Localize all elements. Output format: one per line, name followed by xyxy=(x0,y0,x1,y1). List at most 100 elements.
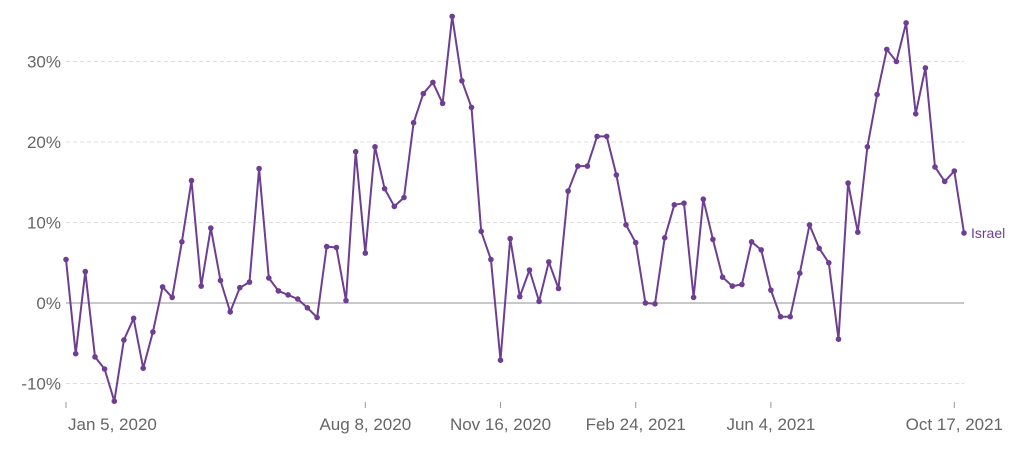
data-point xyxy=(420,90,427,97)
data-point xyxy=(961,230,967,236)
data-point xyxy=(758,247,764,253)
x-axis-ticks: Jan 5, 2020 Aug 8, 2020 Nov 16, 2020 Feb 24… xyxy=(65,402,1003,434)
data-point xyxy=(217,277,224,284)
data-point xyxy=(787,313,793,320)
y-axis-tick-labels: -10% 0% 10% 20% 30% xyxy=(21,53,61,394)
data-point xyxy=(565,188,571,194)
data-point xyxy=(150,329,156,335)
data-point xyxy=(140,365,146,372)
data-point xyxy=(748,239,755,245)
data-point xyxy=(478,228,485,235)
data-point xyxy=(488,256,494,263)
data-point xyxy=(314,314,320,321)
data-point xyxy=(826,260,832,266)
data-point xyxy=(700,196,707,202)
y-tick-label: 20% xyxy=(27,133,61,152)
data-point xyxy=(517,293,523,300)
data-point xyxy=(922,65,929,71)
data-point xyxy=(352,148,359,155)
data-point xyxy=(632,239,639,246)
data-point xyxy=(459,78,465,84)
data-point xyxy=(729,283,736,289)
data-point xyxy=(941,178,948,185)
y-tick-label: 10% xyxy=(27,214,61,233)
data-point xyxy=(932,164,938,170)
data-point xyxy=(198,283,204,289)
data-point xyxy=(536,298,542,305)
data-point xyxy=(439,100,446,107)
data-point xyxy=(256,165,262,172)
data-point xyxy=(603,133,610,140)
data-point xyxy=(575,163,581,169)
y-tick-label: 0% xyxy=(36,294,61,313)
data-point xyxy=(661,235,668,241)
data-point xyxy=(594,133,600,140)
data-point xyxy=(179,239,185,245)
y-tick-label: 30% xyxy=(27,53,61,72)
data-point xyxy=(710,236,716,243)
data-point xyxy=(835,336,842,343)
data-point xyxy=(430,79,436,86)
data-point xyxy=(739,281,745,288)
data-point xyxy=(169,294,175,301)
data-point xyxy=(623,222,629,228)
data-point xyxy=(208,225,214,231)
data-point xyxy=(401,194,407,201)
data-point xyxy=(555,285,562,292)
data-point xyxy=(285,292,291,298)
data-point xyxy=(864,144,871,150)
x-tick-label: Feb 24, 2021 xyxy=(586,415,686,434)
data-point xyxy=(343,297,349,304)
data-point xyxy=(613,172,620,178)
data-point xyxy=(237,284,243,291)
data-point xyxy=(768,287,774,293)
data-point xyxy=(391,203,398,210)
series-line xyxy=(65,15,965,403)
data-point xyxy=(681,200,687,206)
x-tick-label: Oct 17, 2021 xyxy=(906,415,1003,434)
x-tick-label: Aug 8, 2020 xyxy=(319,415,411,434)
data-point xyxy=(893,58,900,65)
data-point xyxy=(159,284,166,290)
data-point xyxy=(246,279,253,285)
data-point xyxy=(82,268,89,275)
data-point xyxy=(912,111,919,117)
series-israel: Israel xyxy=(63,13,1005,405)
data-point xyxy=(294,296,301,302)
data-point xyxy=(468,104,475,111)
data-point xyxy=(333,244,340,251)
data-point xyxy=(227,309,233,315)
data-point xyxy=(362,250,369,256)
series-label-israel: Israel xyxy=(971,225,1005,241)
data-point xyxy=(275,288,282,294)
data-point xyxy=(323,243,330,250)
data-point xyxy=(266,275,272,281)
data-point xyxy=(121,337,127,343)
data-point xyxy=(806,222,813,228)
data-point xyxy=(526,267,533,273)
data-point xyxy=(111,398,118,405)
data-point xyxy=(410,119,417,126)
data-point xyxy=(671,202,678,208)
data-point xyxy=(584,163,591,169)
data-point xyxy=(546,259,552,265)
data-point xyxy=(449,13,456,20)
data-point xyxy=(130,315,137,322)
data-point xyxy=(874,91,880,98)
y-tick-label: -10% xyxy=(21,375,61,394)
data-point xyxy=(188,177,195,184)
data-point xyxy=(507,235,513,242)
data-point xyxy=(855,229,861,235)
data-point xyxy=(951,168,958,174)
data-point xyxy=(816,245,822,252)
data-point xyxy=(92,354,98,360)
data-point xyxy=(777,313,784,320)
data-point xyxy=(797,270,803,277)
x-tick-label: Jun 4, 2021 xyxy=(726,415,815,434)
data-point xyxy=(642,300,649,306)
data-point xyxy=(884,46,890,53)
data-point xyxy=(652,301,658,307)
data-point xyxy=(72,350,79,357)
x-tick-label: Jan 5, 2020 xyxy=(68,415,157,434)
data-point xyxy=(304,305,311,311)
